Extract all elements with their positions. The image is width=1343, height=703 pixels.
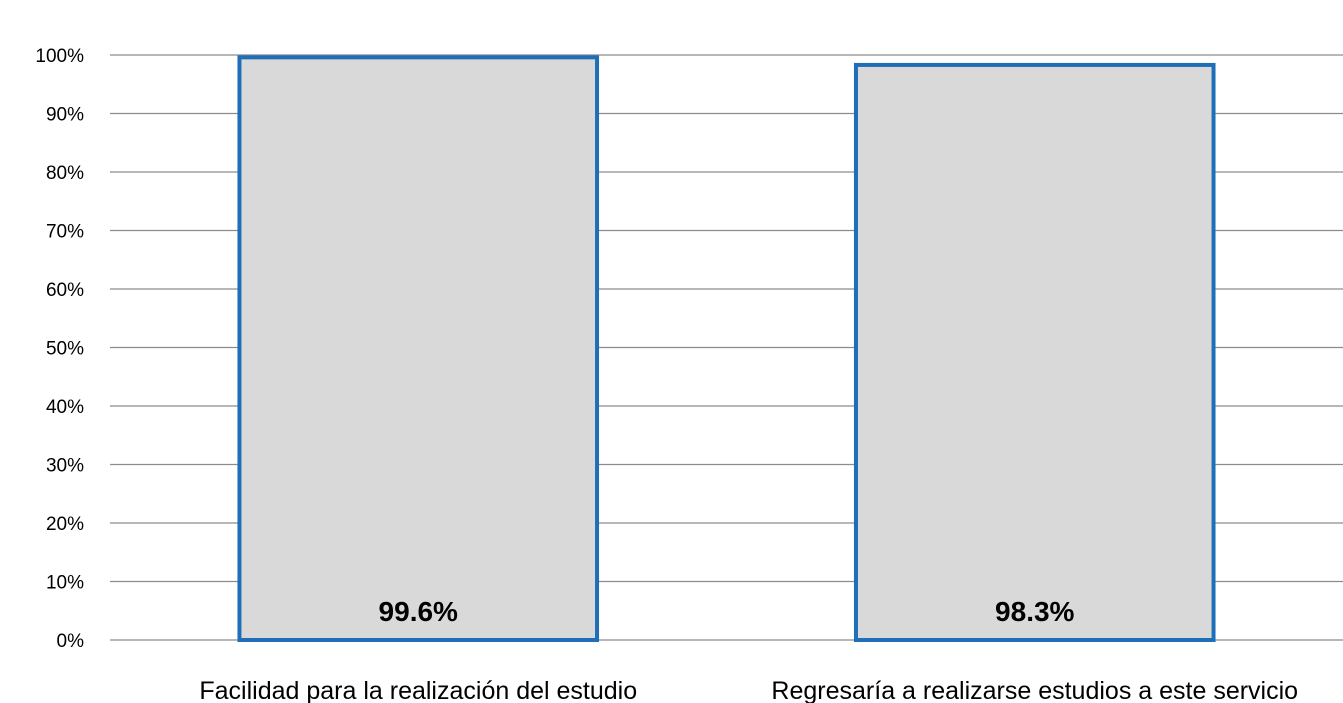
y-axis-ticks: 0% 10% 20% 30% 40% 50% 60% 70% 80% 90% 100% [35,46,84,652]
x-category-label: Regresaría a realizarse estudios a este … [771,677,1298,703]
y-tick-label: 40% [46,397,84,418]
bar [853,62,1216,642]
y-tick-label: 10% [46,573,84,594]
y-tick-label: 0% [57,631,85,652]
y-tick-label: 20% [46,514,84,535]
data-labels: 99.6% 98.3% [379,596,1075,627]
y-tick-label: 60% [46,280,84,301]
bar [237,55,600,642]
y-tick-label: 100% [35,46,84,67]
bar-data-label: 98.3% [995,596,1074,627]
y-tick-label: 80% [46,163,84,184]
y-tick-label: 70% [46,222,84,243]
y-tick-label: 50% [46,339,84,360]
y-tick-label: 30% [46,456,84,477]
x-axis-labels: Facilidad para la realización del estudi… [199,677,1298,703]
bars [237,55,1216,642]
x-category-label: Facilidad para la realización del estudi… [199,677,637,703]
y-tick-label: 90% [46,105,84,126]
bar-data-label: 99.6% [379,596,458,627]
